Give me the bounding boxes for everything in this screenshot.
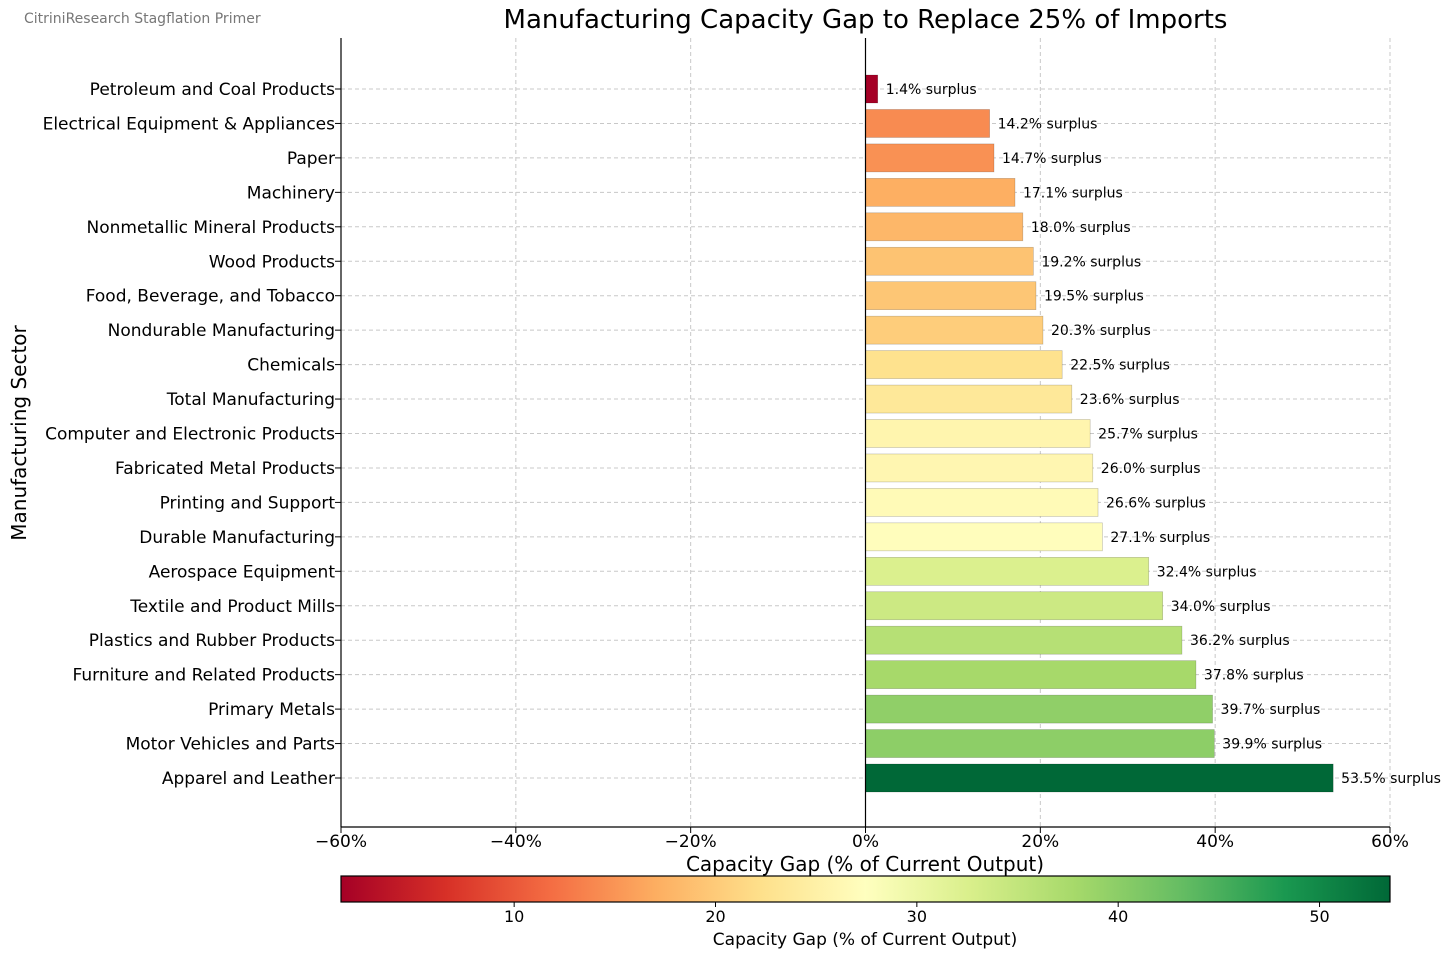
category-label: Printing and Support	[160, 493, 336, 513]
x-axis-label: Capacity Gap (% of Current Output)	[686, 852, 1044, 876]
category-label: Electrical Equipment & Appliances	[43, 114, 336, 134]
bar-value-label: 19.2% surplus	[1041, 254, 1141, 270]
x-tick-label: 60%	[1371, 832, 1409, 852]
x-tick-label: −20%	[665, 832, 717, 852]
bar	[865, 384, 1073, 414]
bar	[865, 522, 1103, 552]
bar-value-label: 32.4% surplus	[1157, 564, 1257, 580]
category-label: Textile and Product Mills	[129, 597, 335, 617]
bar	[865, 281, 1037, 311]
bar-value-label: 27.1% surplus	[1110, 530, 1210, 546]
bar	[865, 143, 995, 173]
category-label: Petroleum and Coal Products	[90, 80, 335, 100]
colorbar-tick-label: 20	[705, 907, 725, 926]
x-tick-label: 20%	[1021, 832, 1059, 852]
chart-title: Manufacturing Capacity Gap to Replace 25…	[503, 5, 1228, 35]
bar	[865, 488, 1099, 517]
bar	[865, 246, 1034, 276]
bar-value-label: 37.8% surplus	[1204, 668, 1304, 684]
bar-value-label: 26.6% surplus	[1106, 495, 1206, 511]
bar	[865, 315, 1044, 345]
bar	[865, 74, 879, 104]
bar-value-label: 1.4% surplus	[886, 82, 977, 98]
x-tick-label: 40%	[1196, 832, 1234, 852]
bar	[865, 419, 1091, 448]
bar-value-label: 26.0% surplus	[1101, 461, 1201, 477]
bar-value-label: 23.6% surplus	[1080, 392, 1180, 408]
category-label: Wood Products	[209, 252, 335, 272]
bar	[865, 109, 990, 138]
category-label: Machinery	[247, 183, 335, 203]
axes: −60% −40% −20% 0% 20% 40% 60% Petroleum and Coa…	[43, 38, 1409, 852]
category-label: Computer and Electronic Products	[45, 425, 335, 445]
category-label: Primary Metals	[208, 700, 335, 720]
bar-value-label: 39.9% surplus	[1222, 737, 1322, 753]
category-label: Total Manufacturing	[166, 390, 335, 410]
category-label: Nonmetallic Mineral Products	[87, 218, 336, 238]
bar-value-label: 36.2% surplus	[1190, 633, 1290, 649]
source-note: CitriniResearch Stagflation Primer	[24, 11, 261, 27]
category-label: Fabricated Metal Products	[115, 459, 335, 479]
colorbar-tick-label: 10	[504, 907, 524, 926]
bar-value-label: 14.2% surplus	[998, 116, 1098, 132]
category-label: Paper	[287, 149, 335, 169]
bar-labels: 1.4% surplus 14.2% surplus 14.7% surplus 17…	[886, 82, 1441, 787]
x-tick-label: −40%	[490, 832, 542, 852]
bar	[865, 350, 1063, 379]
colorbar-gradient	[340, 875, 1391, 903]
colorbar-tick-label: 30	[907, 907, 927, 926]
x-tick-label: 0%	[852, 832, 879, 852]
y-axis-label: Manufacturing Sector	[7, 324, 31, 540]
colorbar: 10 20 30 40 50	[340, 875, 1391, 926]
bar	[865, 591, 1164, 621]
bar-value-label: 34.0% surplus	[1171, 599, 1271, 615]
bar-value-label: 14.7% surplus	[1002, 151, 1102, 167]
category-label: Nondurable Manufacturing	[108, 321, 335, 341]
bar	[865, 660, 1197, 689]
category-label: Furniture and Related Products	[73, 666, 336, 686]
bar	[865, 763, 1334, 793]
bar-value-label: 25.7% surplus	[1098, 427, 1198, 443]
bar	[865, 625, 1183, 655]
bar	[865, 178, 1016, 207]
bar	[865, 453, 1094, 483]
category-label: Plastics and Rubber Products	[89, 631, 335, 651]
category-label: Chemicals	[247, 356, 335, 376]
bar-value-label: 22.5% surplus	[1070, 358, 1170, 374]
bar	[865, 694, 1213, 724]
x-tick-label: −60%	[315, 832, 367, 852]
bar-value-label: 19.5% surplus	[1044, 289, 1144, 305]
bar-value-label: 53.5% surplus	[1341, 771, 1441, 787]
category-label: Food, Beverage, and Tobacco	[86, 287, 335, 307]
colorbar-label: Capacity Gap (% of Current Output)	[713, 930, 1017, 950]
category-label: Durable Manufacturing	[139, 528, 335, 548]
category-label: Motor Vehicles and Parts	[126, 735, 336, 755]
bar	[865, 212, 1024, 242]
bar-value-label: 39.7% surplus	[1221, 702, 1321, 718]
bar-value-label: 18.0% surplus	[1031, 220, 1131, 236]
bar	[865, 729, 1215, 758]
colorbar-tick-label: 40	[1108, 907, 1128, 926]
category-label: Aerospace Equipment	[149, 562, 336, 582]
bar	[865, 556, 1150, 586]
bars	[865, 74, 1334, 793]
bar-value-label: 17.1% surplus	[1023, 185, 1123, 201]
bar-value-label: 20.3% surplus	[1051, 323, 1151, 339]
category-label: Apparel and Leather	[162, 769, 335, 789]
colorbar-tick-label: 50	[1309, 907, 1329, 926]
